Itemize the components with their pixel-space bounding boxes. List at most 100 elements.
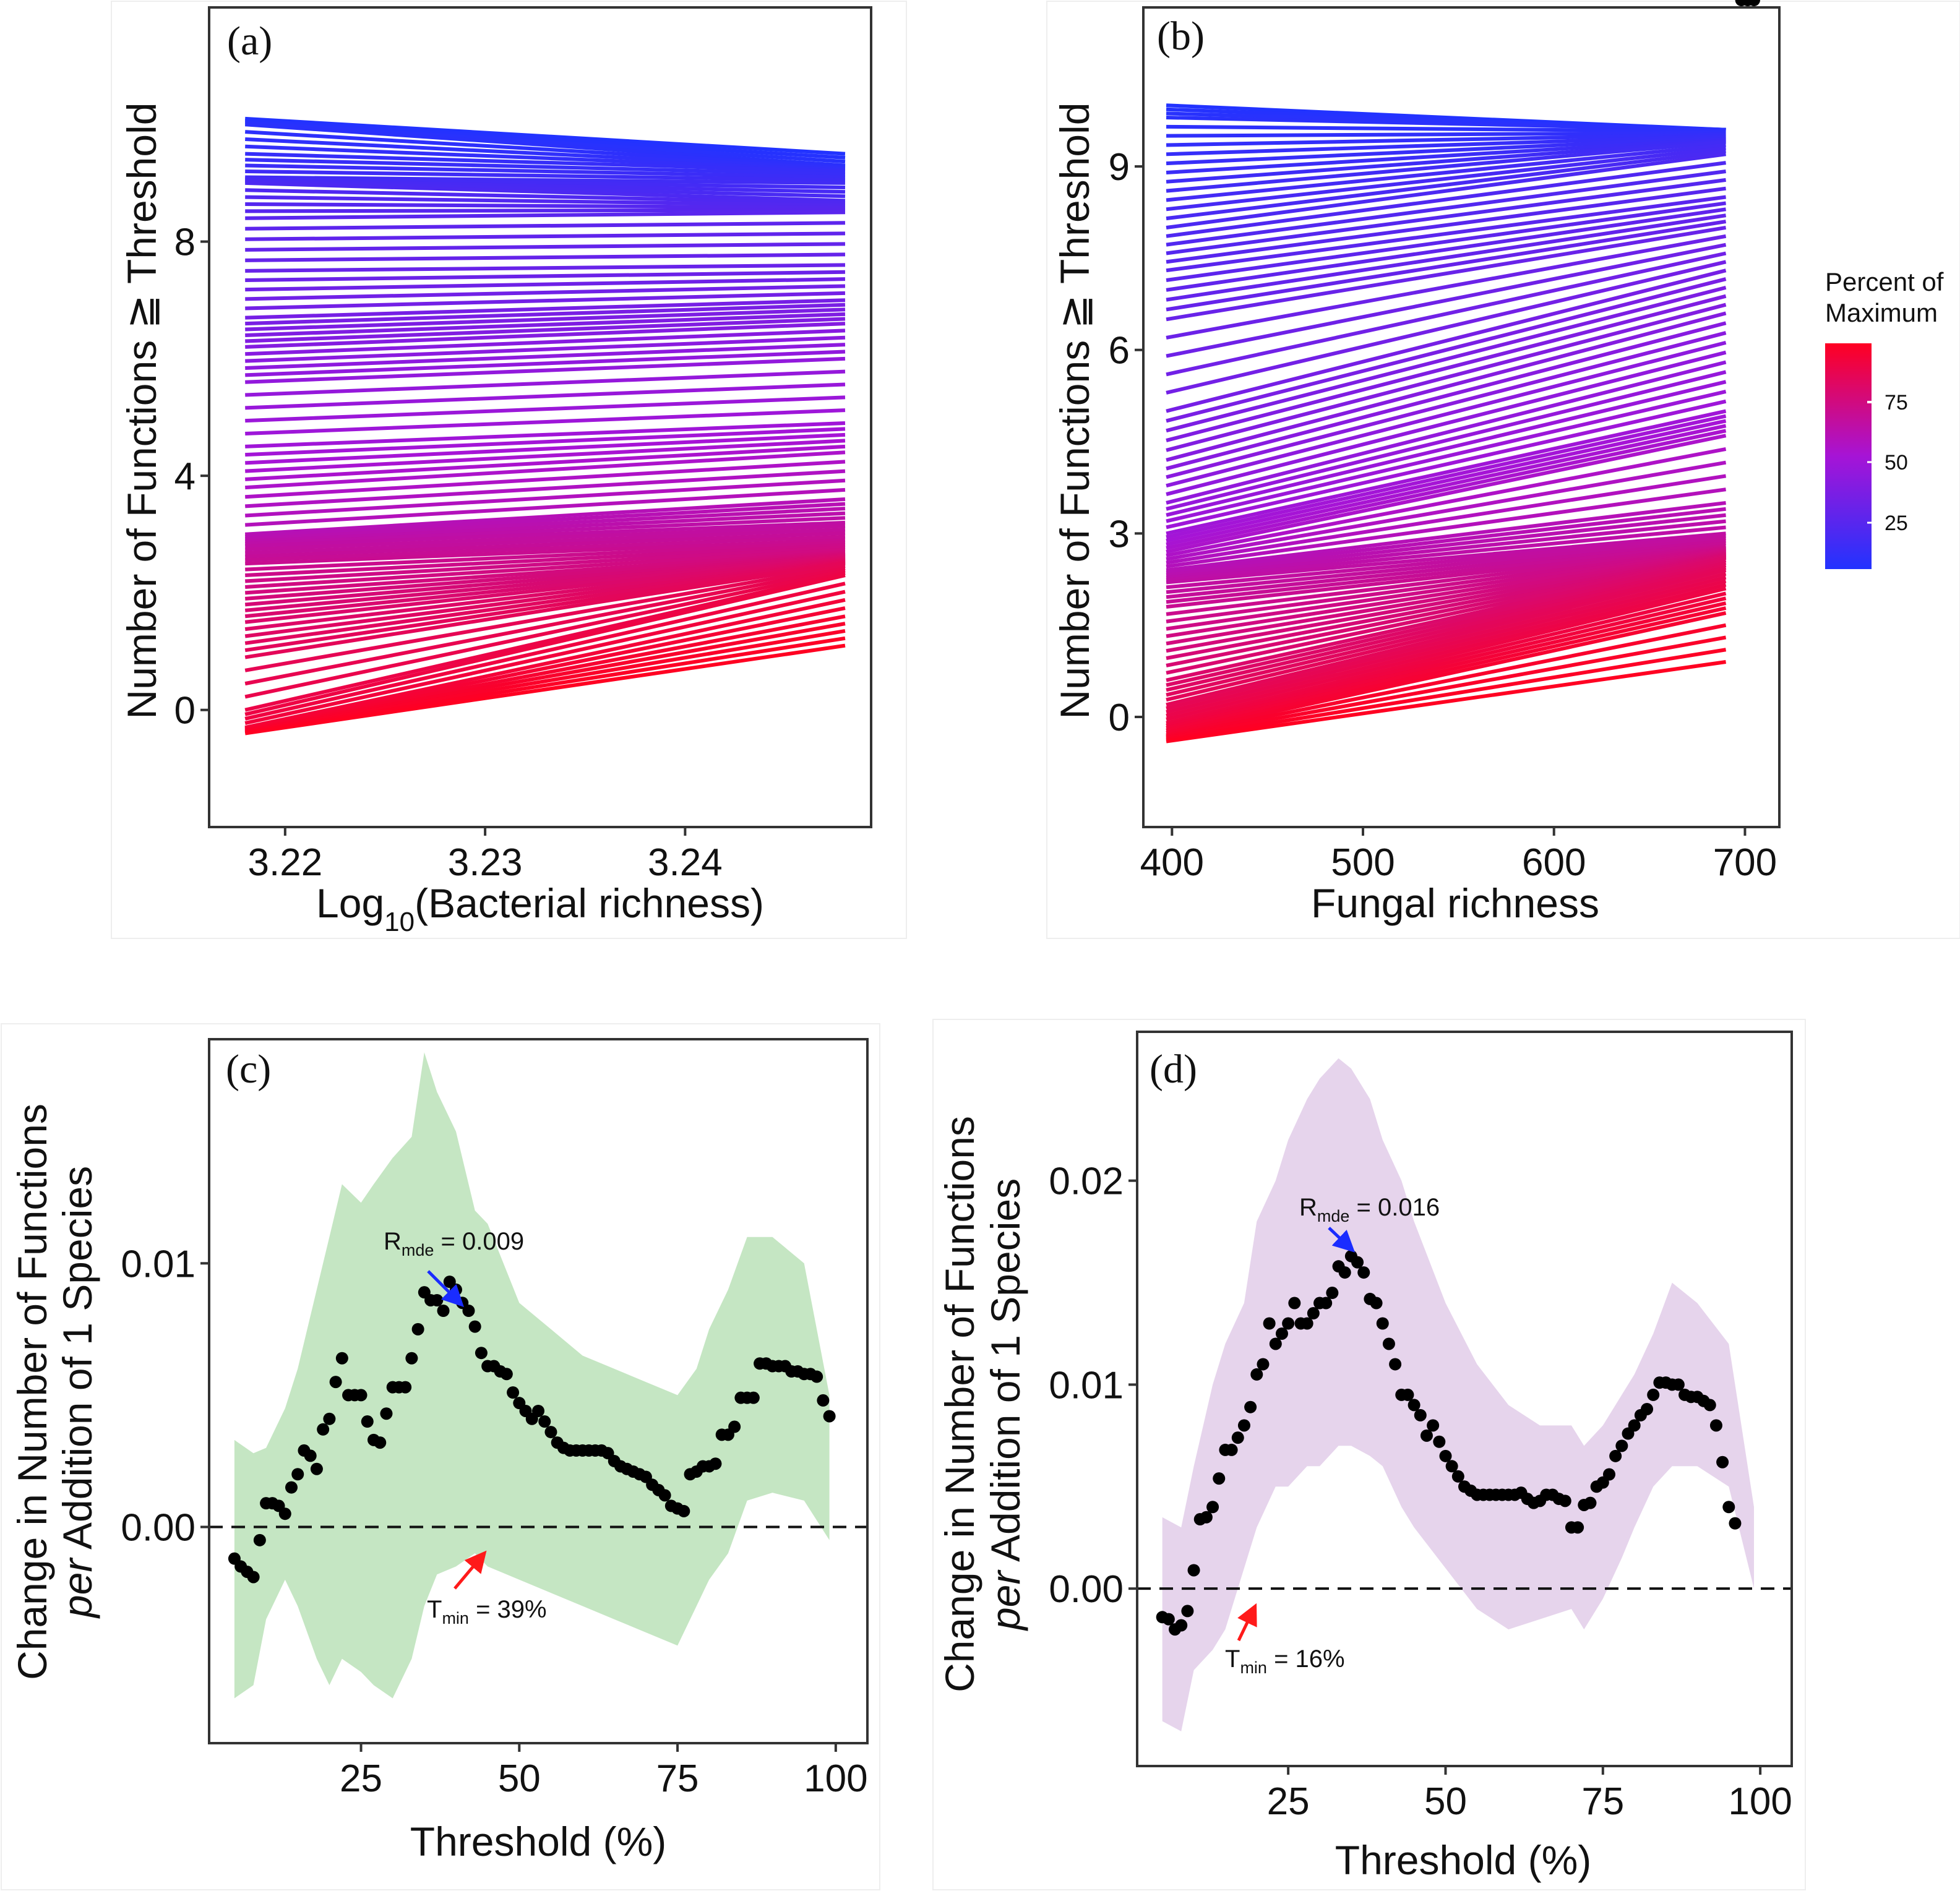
panel-a-threshold-line [245, 528, 846, 555]
panel-b-threshold-line [1166, 201, 1726, 282]
panel-b-threshold-line [1166, 152, 1726, 229]
panel-d-point [1275, 1327, 1288, 1340]
panel-b-threshold-line [1166, 549, 1727, 638]
panel-b-threshold-line [1166, 260, 1727, 395]
panel-b-threshold-line [1166, 195, 1726, 273]
panel-b-threshold-line [1166, 399, 1727, 530]
panel-a-threshold-line [244, 571, 846, 712]
panel-c-point [544, 1426, 557, 1439]
panel-a-threshold-line [245, 152, 846, 173]
panel-b-threshold-line [1166, 447, 1727, 557]
panel-c-point [411, 1323, 424, 1336]
panel-c-point [538, 1415, 551, 1428]
panel-d-point [1370, 1297, 1383, 1310]
panel-c-point [361, 1415, 374, 1428]
panel-a-threshold-line [245, 516, 846, 546]
panel-d-point [1351, 1256, 1364, 1269]
panel-a-threshold-line [244, 636, 846, 734]
panel-c-confidence-ribbon [234, 1052, 830, 1699]
panel-a-xtick-label: 3.24 [648, 841, 723, 884]
panel-c-ylabel-line1: Change in Number of Functions [9, 1104, 55, 1680]
panel-d-point [1187, 1564, 1200, 1577]
panel-d-point [1445, 1460, 1458, 1473]
panel-b-threshold-line [1166, 207, 1726, 292]
panel-d-point [1628, 1419, 1641, 1432]
panel-b-threshold-line [1166, 568, 1727, 707]
panel-a-threshold-line [244, 598, 846, 730]
panel-a-threshold-line [245, 369, 846, 397]
panel-d-ytick-label: 0.01 [1049, 1364, 1124, 1407]
panel-c-point [310, 1462, 323, 1475]
panel-b-threshold-line [1166, 139, 1726, 184]
panel-d-point [1439, 1449, 1452, 1462]
panel-b-threshold-line [1166, 536, 1726, 594]
panel-b-xtick-label: 600 [1522, 841, 1586, 884]
panel-b-threshold-line [1166, 531, 1726, 585]
panel-a-ytick-label: 8 [174, 221, 196, 264]
panel-b-threshold-line [1166, 563, 1727, 697]
panel-b-xtick-label: 400 [1140, 841, 1204, 884]
panel-a-threshold-line [245, 144, 846, 172]
panel-b-threshold-line [1166, 565, 1727, 702]
panel-b-threshold-line [1166, 360, 1727, 505]
panel-a-threshold-line [245, 349, 846, 377]
panel-a-threshold-line [245, 469, 846, 508]
panel-a: 3.22 3.23 3.24 0 4 8 (a) Log10(Bacterial rich… [119, 6, 872, 937]
panel-c-xtick-label: 50 [498, 1757, 541, 1800]
panel-b-threshold-line [1166, 115, 1726, 132]
panel-a-threshold-line [245, 195, 846, 207]
panel-c-point [500, 1368, 513, 1381]
panel-c-point [278, 1507, 291, 1520]
panel-d-point [1389, 1358, 1402, 1371]
panel-b-threshold-line [1166, 460, 1727, 561]
panel-d-point [1307, 1307, 1320, 1320]
panel-d-point [1338, 1266, 1351, 1279]
panel-b-threshold-line [1166, 507, 1726, 575]
panel-b-threshold-line [1166, 169, 1726, 247]
panel-c-point [658, 1489, 671, 1502]
panel-b-threshold-line [1166, 554, 1727, 667]
panel-b-threshold-line [1166, 552, 1727, 661]
panel-b-threshold-line [1166, 534, 1726, 590]
panel-b-threshold-line [1166, 340, 1727, 488]
panel-b-threshold-line [1166, 550, 1727, 646]
panel-a-threshold-line [245, 547, 846, 589]
panel-a-ytick-label: 0 [174, 690, 196, 732]
panel-b-threshold-line [1166, 294, 1727, 442]
panel-a-threshold-line [244, 552, 846, 607]
panel-d-point [1376, 1317, 1389, 1330]
panel-d-confidence-ribbon [1162, 1058, 1754, 1731]
panel-b-threshold-line [1166, 134, 1726, 157]
panel-d-xtick-label: 75 [1581, 1780, 1624, 1823]
panel-a-threshold-line [245, 179, 846, 199]
panel-b-threshold-line [1166, 513, 1726, 577]
panel-c-point [329, 1376, 342, 1389]
panel-a-threshold-line [245, 284, 846, 301]
panel-c-point [317, 1423, 330, 1436]
panel-d-point [1231, 1431, 1244, 1444]
panel-c-point [810, 1370, 823, 1383]
panel-d-point [1225, 1443, 1238, 1456]
panel-a-threshold-line [244, 566, 846, 686]
panel-d-point [1709, 1419, 1722, 1432]
panel-a-threshold-line [244, 581, 846, 721]
panel-d-xtick-label: 25 [1267, 1780, 1310, 1823]
panel-b-threshold-line [1166, 591, 1727, 727]
panel-b-threshold-line [1166, 558, 1727, 687]
panel-c-point [709, 1457, 722, 1470]
panel-b-xtick-label: 500 [1331, 841, 1395, 884]
panel-a-threshold-line [244, 606, 846, 731]
panel-b-threshold-line [1166, 541, 1726, 604]
panel-c-frame [208, 1038, 869, 1744]
panel-d-point [1722, 1501, 1735, 1514]
panel-a-xtick-label: 3.23 [448, 841, 523, 884]
panel-d-point [1672, 1378, 1685, 1391]
panel-a-threshold-line [245, 231, 846, 241]
legend-title-line1: Percent of [1825, 267, 1944, 296]
panel-a-threshold-line [245, 478, 846, 518]
panel-a-threshold-line [244, 614, 846, 732]
panel-a-threshold-line [245, 427, 846, 457]
panel-b-threshold-line [1166, 331, 1727, 479]
panel-b-threshold-line [1166, 409, 1727, 536]
